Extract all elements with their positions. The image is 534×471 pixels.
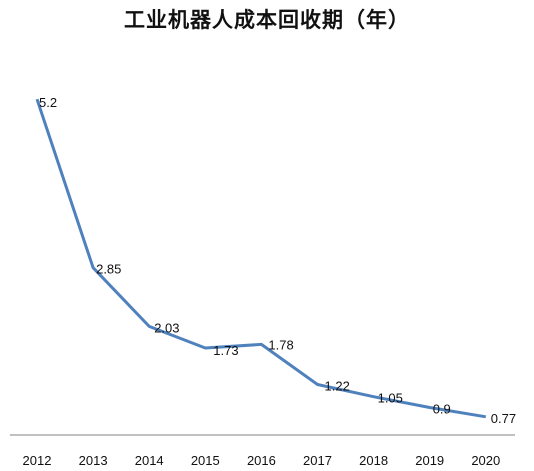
x-tick-labels: 2012 2013 2014 2015 2016 2017 2018 2019 2020 [23,453,501,468]
data-label: 2.85 [96,262,121,277]
data-label: 0.77 [491,411,516,426]
x-tick-label: 2012 [23,453,52,468]
x-tick-label: 2013 [79,453,108,468]
data-label: 5.2 [39,95,57,110]
data-label: 0.9 [433,402,451,417]
x-tick-label: 2015 [191,453,220,468]
x-tick-label: 2020 [471,453,500,468]
series-line [35,98,487,419]
data-label: 2.03 [154,320,179,335]
data-labels: 5.2 2.85 2.03 1.73 1.78 1.22 1.05 0.9 0.77 [39,95,516,426]
x-tick-label: 2016 [247,453,276,468]
data-label: 1.73 [213,343,238,358]
x-tick-label: 2019 [415,453,444,468]
x-tick-label: 2014 [135,453,164,468]
data-label: 1.78 [268,337,293,352]
x-tick-label: 2018 [359,453,388,468]
x-tick-label: 2017 [303,453,332,468]
chart-title: 工业机器人成本回收期（年） [124,7,410,32]
data-label: 1.05 [378,391,403,406]
data-label: 1.22 [325,379,350,394]
